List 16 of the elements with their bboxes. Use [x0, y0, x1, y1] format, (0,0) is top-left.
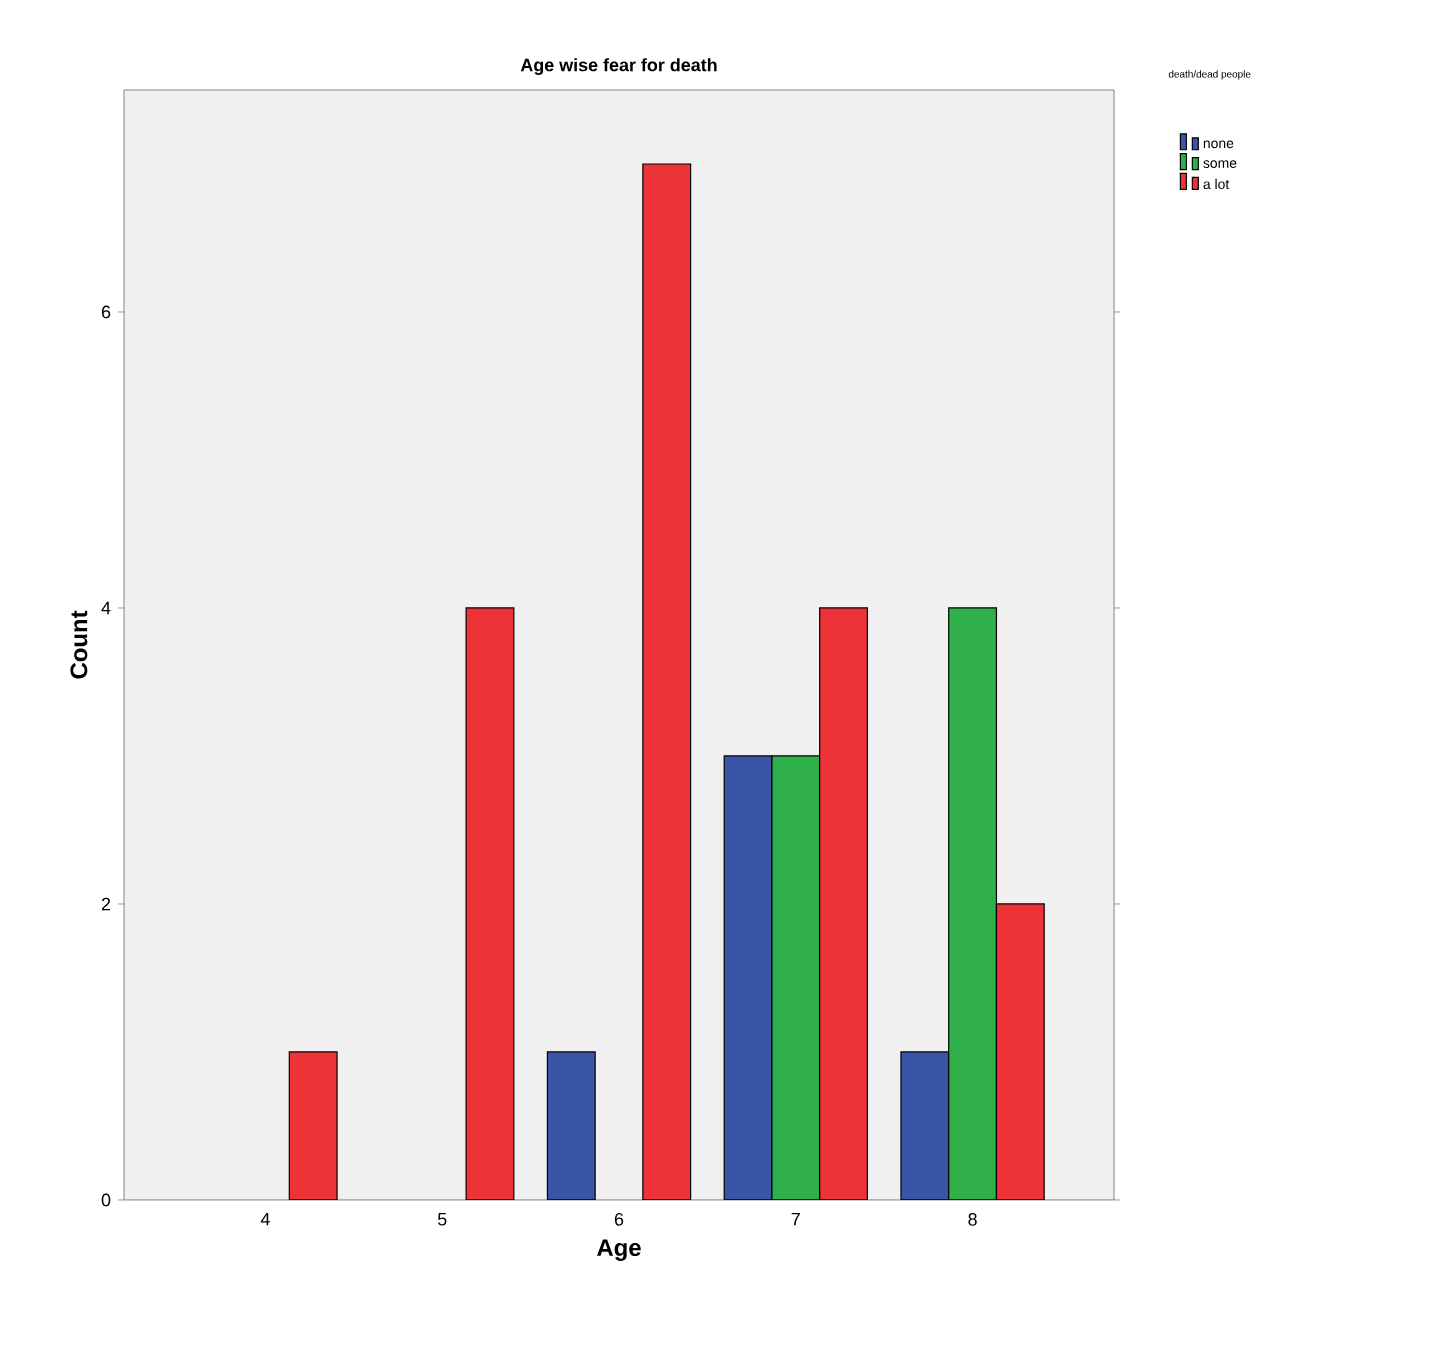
x-tick-label: 5: [437, 1212, 447, 1226]
y-axis-title: Count: [70, 610, 88, 679]
bar: [642, 163, 692, 1200]
bar: [288, 1051, 338, 1200]
x-tick-label: 7: [791, 1212, 800, 1226]
x-tick-label: 6: [614, 1212, 624, 1226]
bar: [546, 1051, 596, 1200]
bar: [465, 607, 515, 1200]
y-tick-label: 4: [101, 601, 111, 615]
y-tick-label: 2: [101, 897, 111, 911]
y-tick-label: 0: [101, 1193, 111, 1207]
x-tick-label: 8: [968, 1212, 977, 1226]
x-axis-title: Age: [597, 1239, 641, 1261]
y-tick-label: 6: [101, 305, 111, 319]
x-tick-label: 4: [260, 1212, 270, 1226]
chart-title: Age wise fear for death: [520, 58, 717, 75]
